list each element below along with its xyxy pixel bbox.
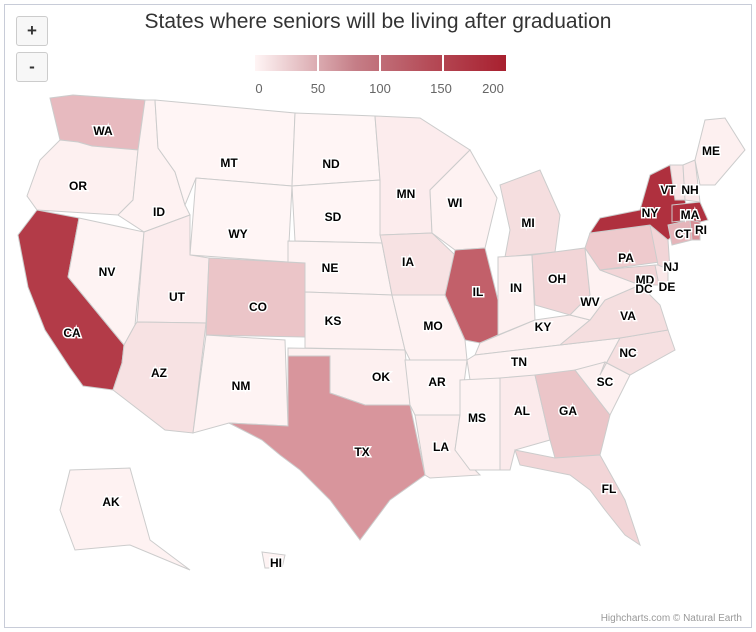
state-label-wv: WV — [580, 295, 599, 309]
state-label-nj: NJ — [663, 260, 678, 274]
zoom-out-button[interactable]: - — [16, 52, 48, 82]
legend-tick — [442, 55, 444, 71]
state-label-sd: SD — [325, 210, 342, 224]
state-label-wa: WA — [93, 124, 113, 138]
state-label-nc: NC — [619, 346, 637, 360]
color-legend — [255, 55, 506, 71]
state-label-dc: DC — [635, 282, 653, 296]
state-label-fl: FL — [602, 482, 617, 496]
state-label-vt: VT — [660, 183, 676, 197]
state-label-de: DE — [659, 280, 676, 294]
state-label-hi: HI — [270, 556, 282, 570]
state-label-mn: MN — [397, 187, 416, 201]
state-label-wi: WI — [448, 196, 463, 210]
state-label-ar: AR — [428, 375, 446, 389]
state-nd[interactable] — [291, 112, 381, 187]
state-label-ny: NY — [642, 206, 659, 220]
state-label-ut: UT — [169, 290, 186, 304]
state-label-il: IL — [473, 285, 484, 299]
state-label-me: ME — [702, 144, 720, 158]
map-title: States where seniors will be living afte… — [144, 10, 612, 33]
legend-label-200: 200 — [482, 81, 504, 96]
legend-label-100: 100 — [369, 81, 391, 96]
state-label-tn: TN — [511, 355, 527, 369]
legend-label-0: 0 — [255, 81, 263, 96]
state-label-va: VA — [620, 309, 636, 323]
state-label-ia: IA — [402, 255, 414, 269]
state-label-ky: KY — [535, 320, 552, 334]
state-label-tx: TX — [354, 445, 369, 459]
state-label-ct: CT — [675, 227, 692, 241]
state-label-az: AZ — [151, 366, 167, 380]
state-co[interactable] — [205, 257, 306, 338]
state-ks[interactable] — [304, 291, 406, 351]
state-label-sc: SC — [597, 375, 614, 389]
state-hi[interactable] — [261, 551, 286, 569]
state-label-ca: CA — [63, 326, 81, 340]
state-label-ga: GA — [559, 404, 577, 418]
state-label-ri: RI — [695, 223, 707, 237]
legend-tick — [317, 55, 319, 71]
state-mi[interactable] — [499, 169, 561, 258]
state-label-wy: WY — [228, 227, 247, 241]
state-label-id: ID — [153, 205, 165, 219]
state-label-nv: NV — [99, 265, 116, 279]
state-label-nd: ND — [322, 157, 340, 171]
state-label-ks: KS — [325, 314, 342, 328]
state-label-co: CO — [249, 300, 267, 314]
state-label-mi: MI — [521, 216, 534, 230]
state-label-nh: NH — [681, 183, 698, 197]
state-fl[interactable] — [514, 449, 641, 547]
state-or[interactable] — [26, 139, 139, 216]
state-label-pa: PA — [618, 251, 634, 265]
state-ak[interactable] — [59, 467, 191, 571]
state-label-ma: MA — [681, 208, 700, 222]
legend-label-150: 150 — [430, 81, 452, 96]
state-label-ms: MS — [468, 411, 486, 425]
state-label-in: IN — [510, 281, 522, 295]
state-label-oh: OH — [548, 272, 566, 286]
legend-label-50: 50 — [310, 81, 326, 96]
zoom-in-button[interactable]: + — [16, 16, 48, 46]
state-wy[interactable] — [189, 177, 293, 263]
state-label-al: AL — [514, 404, 530, 418]
state-label-md: MD — [636, 273, 655, 287]
state-label-or: OR — [69, 179, 87, 193]
state-me[interactable] — [694, 117, 746, 186]
legend-labels: 0 50 100 150 200 — [0, 81, 756, 97]
state-label-la: LA — [433, 440, 449, 454]
legend-gradient-bar — [255, 55, 506, 71]
legend-tick — [379, 55, 381, 71]
state-label-ok: OK — [372, 370, 390, 384]
state-nh[interactable] — [682, 159, 701, 203]
state-tx[interactable] — [228, 355, 426, 541]
state-az[interactable] — [112, 321, 207, 434]
state-label-ne: NE — [322, 261, 339, 275]
map-credits[interactable]: Highcharts.com © Natural Earth — [600, 613, 742, 624]
state-label-mt: MT — [220, 156, 238, 170]
state-label-mo: MO — [423, 319, 442, 333]
state-label-ak: AK — [102, 495, 120, 509]
state-label-nm: NM — [232, 379, 251, 393]
state-dc[interactable] — [639, 281, 651, 293]
